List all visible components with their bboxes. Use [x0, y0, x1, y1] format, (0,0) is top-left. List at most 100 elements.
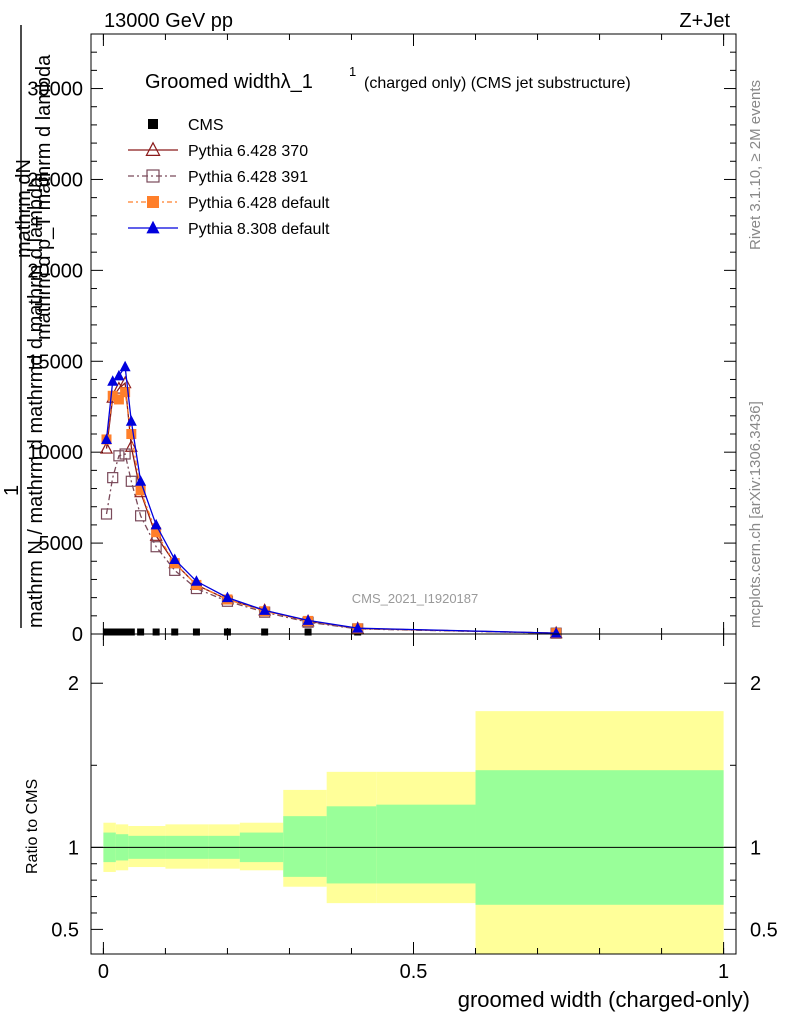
data-point [259, 604, 271, 615]
legend-label: CMS [188, 117, 224, 134]
ratio-ticks: 0.5 0.5 1 1 2 2 0 0.5 1 [51, 634, 778, 983]
data-point [150, 518, 162, 530]
data-point [135, 475, 147, 486]
data-point [115, 628, 123, 636]
data-point [109, 628, 117, 636]
ratio-y-tick-label-right: 2 [750, 673, 761, 695]
data-point [261, 628, 269, 636]
series-line [105, 381, 557, 634]
data-point [135, 510, 147, 522]
main-y-ticks: 0 5000 10000 15000 20000 25000 30000 [27, 33, 736, 646]
legend-marker [145, 141, 161, 156]
series-line [105, 390, 557, 634]
y-tick-label: 5000 [39, 533, 84, 555]
ratio-bands [91, 711, 736, 954]
y-tick-label: 10000 [27, 442, 83, 464]
main-series [100, 360, 563, 639]
data-point [107, 390, 118, 401]
ratio-y-tick-label-right: 0.5 [750, 919, 778, 941]
legend: CMS Pythia 6.428 370 Pythia 6.428 391 Pythi… [128, 117, 330, 238]
data-point [190, 575, 202, 586]
data-point [135, 485, 146, 496]
x-tick-label: 0.5 [400, 961, 428, 983]
series-line [105, 453, 557, 634]
data-point [221, 591, 233, 603]
ratio-band-green [475, 770, 724, 905]
data-point [126, 429, 137, 439]
main-plot: 0 5000 10000 15000 20000 25000 30000 CMS_2021_… [27, 33, 737, 646]
ratio-y-tick-label-right: 1 [750, 837, 761, 859]
ratio-y-tick-label: 1 [68, 837, 79, 859]
y-tick-label: 25000 [27, 169, 83, 191]
data-point [119, 448, 131, 460]
ratio-band-green [283, 816, 327, 877]
plot-title: Groomed widthλ_1 [145, 71, 313, 93]
data-point [169, 553, 181, 564]
data-point [121, 628, 129, 636]
watermark: CMS_2021_I1920187 [352, 591, 479, 606]
data-point [107, 375, 119, 386]
series-2 [100, 448, 562, 639]
data-point [171, 628, 179, 636]
y-tick-label: 15000 [27, 351, 83, 373]
legend-label: Pythia 6.428 370 [188, 143, 308, 160]
data-point [100, 441, 113, 454]
ylabel-numerator: mathrm dN [13, 159, 35, 258]
data-point [124, 439, 138, 452]
ylabel-one: 1 [1, 485, 23, 496]
rivet-version-label: Rivet 3.1.10, ≥ 2M events [747, 80, 764, 250]
data-point [107, 472, 119, 484]
y-tick-label: 30000 [27, 79, 83, 101]
data-point [113, 369, 125, 381]
header-process: Z+Jet [679, 10, 730, 32]
main-y-axis-label: mathrm dN mathrm d p_T mathrm d lambda 1… [1, 25, 55, 628]
header-energy: 13000 GeV pp [104, 10, 233, 32]
y-tick-label: 20000 [27, 260, 83, 282]
data-point [302, 614, 314, 625]
x-axis-label: groomed width (charged-only) [458, 987, 750, 1012]
ylabel-denominator: mathrm N / mathrm d mathrmd d mathrm d l… [25, 176, 47, 628]
data-point [352, 622, 364, 633]
legend-label: Pythia 6.428 default [188, 195, 330, 212]
legend-marker [146, 169, 160, 183]
plot-title-superscript: 1 [349, 64, 356, 79]
data-point [113, 450, 125, 462]
data-point [151, 527, 162, 538]
plot-title-main: Groomed widthλ_1 [145, 71, 313, 93]
data-point [100, 508, 113, 520]
legend-marker [146, 220, 160, 234]
ratio-y-tick-label: 2 [68, 673, 79, 695]
ylabel-numerator-lambda: mathrm d p_T mathrm d lambda [33, 54, 55, 340]
data-point [101, 433, 113, 444]
data-point [152, 628, 160, 636]
series-4 [101, 360, 562, 638]
mcplots-label: mcplots.cern.ch [arXiv:1306.3436] [747, 401, 764, 628]
data-point [120, 387, 131, 398]
ratio-y-axis-label: Ratio to CMS [24, 779, 41, 874]
series-3 [101, 387, 562, 639]
ratio-band-green [376, 804, 476, 884]
data-point [192, 628, 200, 636]
data-point [223, 628, 231, 636]
x-tick-label: 0 [98, 961, 109, 983]
data-point [127, 628, 135, 636]
data-point [103, 628, 111, 636]
series-1 [100, 375, 563, 639]
data-point [150, 541, 162, 553]
data-point [113, 394, 124, 405]
series-line [105, 364, 557, 634]
data-point [119, 360, 131, 372]
data-point [137, 628, 145, 636]
legend-label: Pythia 8.308 default [188, 221, 330, 238]
data-point [125, 475, 137, 487]
data-point [550, 627, 562, 638]
ratio-plot: 0.5 0.5 1 1 2 2 0 0.5 1 Ratio to CMS groomed wid… [24, 633, 778, 1012]
legend-marker [147, 196, 159, 208]
legend-label: Pythia 6.428 391 [188, 169, 308, 186]
plot-subtitle: (charged only) (CMS jet substructure) [364, 75, 631, 92]
ratio-y-tick-label: 0.5 [51, 919, 79, 941]
data-point [125, 415, 137, 426]
y-tick-label: 0 [72, 624, 83, 646]
data-point [304, 628, 312, 636]
